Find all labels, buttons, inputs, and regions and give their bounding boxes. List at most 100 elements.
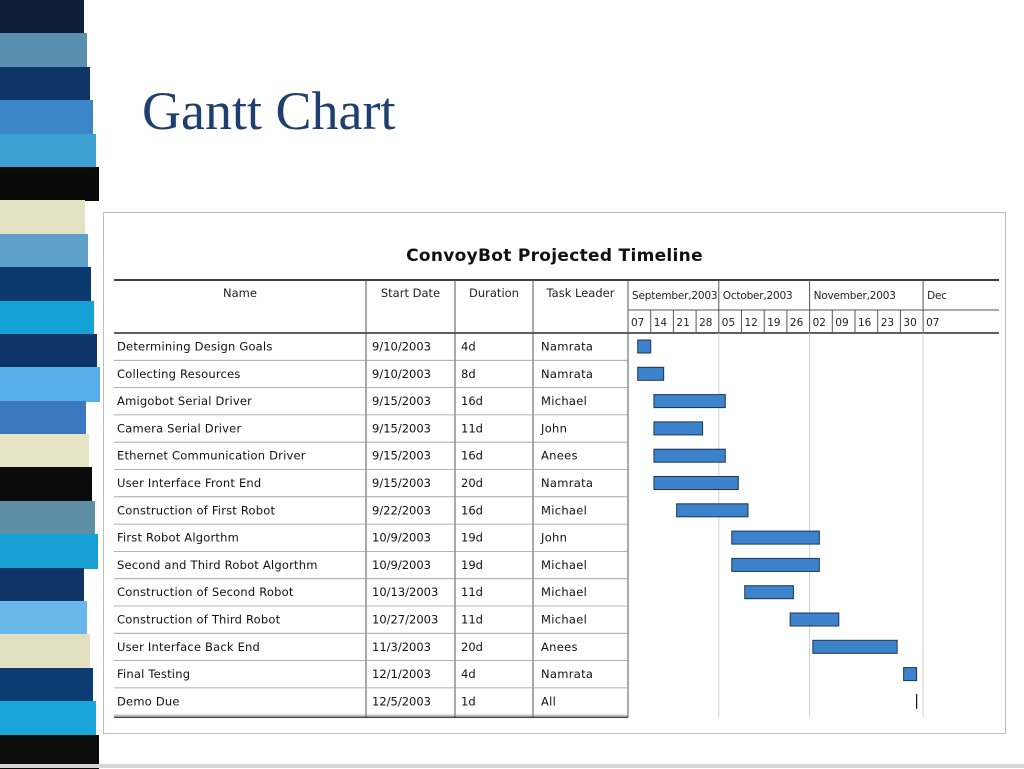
week-label: 07 (926, 317, 939, 329)
task-duration: 20d (461, 640, 483, 654)
task-name: Amigobot Serial Driver (117, 394, 252, 408)
stripe-block (0, 66, 90, 102)
task-start-date: 9/15/2003 (372, 394, 431, 408)
gantt-chart: Name Start Date Duration Task Leader Septemb… (114, 279, 999, 718)
task-leader: Namrata (541, 367, 593, 381)
task-duration: 19d (461, 558, 483, 572)
task-leader: Michael (541, 394, 587, 408)
task-name: User Interface Front End (117, 476, 261, 490)
month-label: November,2003 (814, 290, 896, 302)
task-leader: Michael (541, 613, 587, 627)
week-label: 12 (745, 317, 758, 329)
task-duration: 19d (461, 531, 483, 545)
task-start-date: 10/13/2003 (372, 585, 438, 599)
week-label: 09 (835, 317, 848, 329)
task-start-date: 9/10/2003 (372, 367, 431, 381)
week-label: 19 (767, 317, 780, 329)
stripe-block (0, 500, 95, 536)
task-duration: 1d (461, 694, 476, 708)
task-bar (812, 639, 898, 654)
task-start-date: 9/22/2003 (372, 503, 431, 517)
month-label: October,2003 (723, 290, 793, 302)
week-label: 07 (631, 317, 644, 329)
column-header-name: Name (223, 286, 257, 300)
stripe-block (0, 434, 89, 469)
task-leader: Michael (541, 503, 587, 517)
task-start-date: 10/9/2003 (372, 531, 431, 545)
month-label: September,2003 (632, 290, 717, 302)
task-leader: Namrata (541, 667, 593, 681)
task-leader: All (541, 694, 556, 708)
task-bar (789, 612, 840, 627)
stripe-block (0, 300, 94, 335)
task-name: Second and Third Robot Algorthm (117, 558, 318, 572)
task-name: Collecting Resources (117, 367, 241, 381)
task-name: Ethernet Communication Driver (117, 449, 306, 463)
stripe-block (0, 400, 86, 436)
task-start-date: 9/15/2003 (372, 421, 431, 435)
task-name: Demo Due (117, 694, 180, 708)
task-leader: John (540, 421, 567, 435)
task-name: First Robot Algorthm (117, 531, 239, 545)
stripe-block (0, 567, 84, 603)
task-name: Construction of Third Robot (117, 613, 281, 627)
week-label: 21 (676, 317, 689, 329)
column-header-task-leader: Task Leader (546, 286, 615, 300)
task-duration: 20d (461, 476, 483, 490)
stripe-block (0, 267, 91, 302)
task-start-date: 12/5/2003 (372, 694, 431, 708)
task-start-date: 9/15/2003 (372, 449, 431, 463)
stripe-block (0, 333, 97, 369)
task-name: User Interface Back End (117, 640, 260, 654)
stripe-block (0, 667, 93, 703)
task-duration: 16d (461, 394, 483, 408)
task-leader: Namrata (541, 340, 593, 354)
gantt-chart-frame: ConvoyBot Projected Timeline Name Start D… (103, 212, 1006, 734)
task-duration: 11d (461, 585, 483, 599)
task-name: Construction of Second Robot (117, 585, 294, 599)
stripe-block (0, 166, 99, 202)
task-leader: Michael (541, 585, 587, 599)
task-bar (676, 503, 749, 518)
task-name: Determining Design Goals (117, 340, 273, 354)
task-start-date: 12/1/2003 (372, 667, 431, 681)
task-bar (903, 667, 918, 682)
task-leader: Namrata (541, 476, 593, 490)
stripe-block (0, 0, 84, 35)
stripe-block (0, 601, 87, 636)
task-start-date: 11/3/2003 (372, 640, 431, 654)
task-name: Construction of First Robot (117, 503, 276, 517)
task-duration: 16d (461, 449, 483, 463)
stripe-block (0, 233, 88, 269)
task-bar (653, 421, 704, 436)
task-bar (653, 476, 739, 490)
task-duration: 4d (461, 667, 476, 681)
slide-title: Gantt Chart (142, 81, 396, 141)
column-header-duration: Duration (469, 286, 519, 300)
month-label: Dec (927, 290, 947, 302)
stripe-block (0, 100, 93, 135)
task-duration: 11d (461, 421, 483, 435)
task-bar (653, 394, 726, 409)
task-bar (653, 448, 726, 463)
week-label: 30 (903, 317, 916, 329)
task-bar (731, 530, 820, 545)
stripe-block (0, 634, 90, 669)
stripe-block (0, 367, 100, 402)
week-label: 05 (722, 317, 735, 329)
task-bar (637, 339, 652, 354)
column-header-start-date: Start Date (381, 286, 440, 300)
stripe-block (0, 33, 87, 68)
stripe-block (0, 200, 85, 235)
week-label: 28 (699, 317, 712, 329)
stripe-block (0, 534, 98, 569)
stripe-block (0, 734, 99, 769)
week-label: 02 (813, 317, 826, 329)
task-duration: 16d (461, 503, 483, 517)
task-duration: 4d (461, 340, 476, 354)
decorative-stripe (0, 0, 108, 769)
task-start-date: 9/10/2003 (372, 340, 431, 354)
task-bar (744, 585, 794, 600)
task-leader: John (540, 531, 567, 545)
stripe-block (0, 133, 96, 168)
